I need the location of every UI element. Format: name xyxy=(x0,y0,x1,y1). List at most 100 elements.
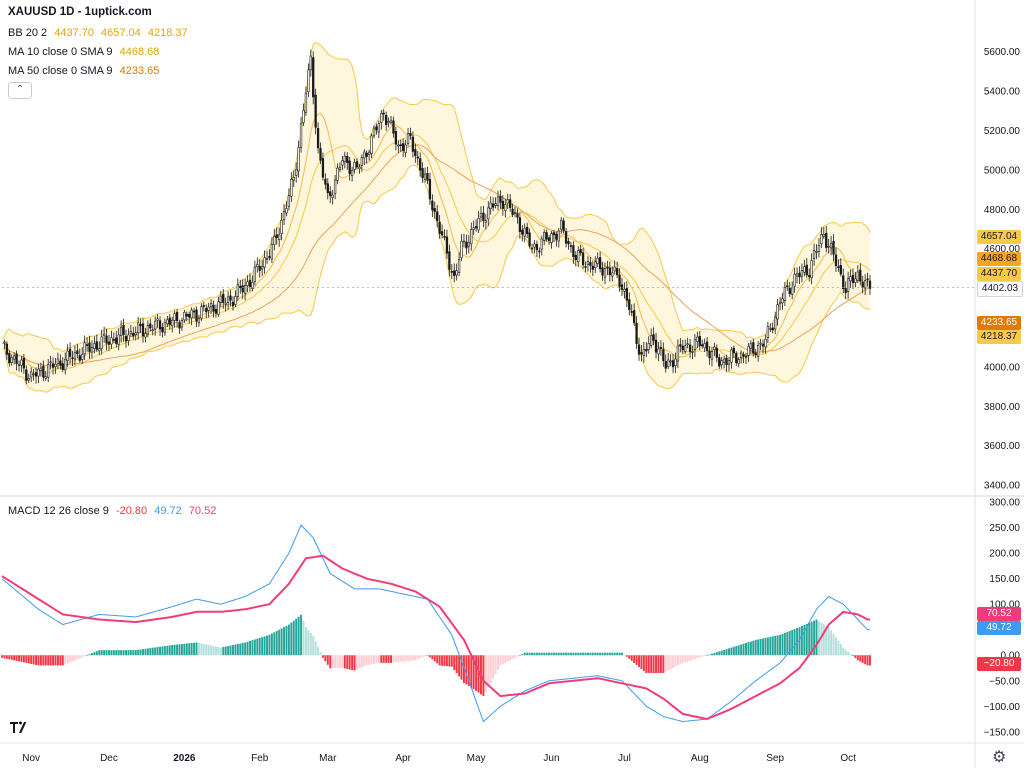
candle-up xyxy=(280,219,283,234)
macd-histogram-bar xyxy=(32,655,35,665)
price-tick-label: 4800.00 xyxy=(984,205,1021,216)
macd-histogram-bar xyxy=(669,655,672,670)
macd-histogram-bar xyxy=(611,652,614,656)
macd-histogram-bar xyxy=(210,645,213,656)
candle-up xyxy=(696,336,699,342)
macd-histogram-bar xyxy=(742,643,745,656)
macd-histogram-bar xyxy=(552,652,555,656)
macd-histogram-bar xyxy=(859,655,862,662)
macd-histogram-bar xyxy=(842,647,845,656)
candle-up xyxy=(513,212,517,214)
candle-down xyxy=(518,217,522,232)
macd-histogram-bar xyxy=(436,655,439,664)
macd-histogram-bar xyxy=(37,655,40,666)
candle-up xyxy=(290,178,293,197)
candle-up xyxy=(251,281,254,289)
candle-up xyxy=(611,272,614,277)
candle-down xyxy=(71,357,74,360)
candle-down xyxy=(78,355,81,361)
macd-histogram-bar xyxy=(681,655,684,663)
macd-histogram-bar xyxy=(261,637,264,656)
macd-histogram-bar xyxy=(47,655,50,666)
macd-histogram-bar xyxy=(341,655,344,668)
tradingview-logo[interactable] xyxy=(8,718,32,740)
candle-down xyxy=(158,320,162,330)
candle-up xyxy=(389,119,393,123)
macd-histogram-bar xyxy=(625,655,628,657)
candle-up xyxy=(455,270,458,276)
bb-legend: BB 20 2 4437.70 4657.04 4218.37 xyxy=(8,26,192,40)
candle-up xyxy=(110,337,113,345)
macd-histogram-bar xyxy=(550,652,553,656)
macd-histogram-bar xyxy=(416,655,419,660)
candle-down xyxy=(491,203,495,208)
macd-histogram-bar xyxy=(35,655,38,665)
candle-down xyxy=(859,269,862,282)
macd-histogram-bar xyxy=(460,655,463,680)
candle-up xyxy=(674,358,677,366)
macd-histogram-bar xyxy=(635,655,638,665)
candle-down xyxy=(149,323,152,329)
time-axis-label: Dec xyxy=(100,753,118,764)
candle-down xyxy=(85,344,89,346)
candle-up xyxy=(102,333,106,336)
macd-histogram-bar xyxy=(190,642,193,656)
candle-up xyxy=(557,230,560,242)
macd-histogram-bar xyxy=(168,645,171,656)
macd-histogram-bar xyxy=(154,647,157,656)
macd-histogram-bar xyxy=(854,655,857,659)
candle-up xyxy=(363,151,366,159)
macd-histogram-bar xyxy=(613,652,616,656)
macd-histogram-bar xyxy=(212,646,215,656)
candle-down xyxy=(509,199,512,208)
macd-histogram-bar xyxy=(368,655,371,665)
candle-down xyxy=(742,354,745,357)
macd-histogram-bar xyxy=(404,655,407,662)
macd-histogram-bar xyxy=(555,652,558,656)
macd-histogram-bar xyxy=(307,630,310,656)
candle-up xyxy=(343,155,346,163)
candle-down xyxy=(275,234,278,239)
candle-down xyxy=(5,343,9,355)
candle-down xyxy=(141,323,145,337)
macd-histogram-bar xyxy=(112,650,115,656)
collapse-legend-button[interactable]: ⌃ xyxy=(8,82,32,99)
candle-down xyxy=(842,275,845,290)
candle-up xyxy=(171,319,174,327)
candle-up xyxy=(166,319,169,325)
macd-histogram-bar xyxy=(292,620,295,656)
gear-icon[interactable]: ⚙ xyxy=(992,749,1007,766)
bb-label: BB 20 2 xyxy=(8,27,48,39)
candle-down xyxy=(725,357,728,366)
candle-down xyxy=(319,148,322,161)
candle-up xyxy=(397,144,400,147)
macd-histogram-bar xyxy=(701,655,704,657)
macd-histogram-bar xyxy=(178,644,181,656)
macd-histogram-bar xyxy=(732,646,735,656)
macd-histogram-bar xyxy=(594,652,597,656)
candle-up xyxy=(739,352,743,359)
macd-histogram-bar xyxy=(672,655,675,668)
time-axis-label: Jul xyxy=(618,753,631,764)
macd-histogram-bar xyxy=(470,655,473,688)
candle-down xyxy=(443,236,446,238)
candle-up xyxy=(265,258,269,260)
macd-histogram-bar xyxy=(693,655,696,660)
macd-histogram-bar xyxy=(390,655,392,663)
candle-up xyxy=(703,343,706,349)
candle-down xyxy=(465,241,468,249)
candle-up xyxy=(370,135,373,154)
candle-down xyxy=(453,270,456,276)
candle-up xyxy=(163,322,167,333)
macd-histogram-bar xyxy=(866,655,869,666)
price-tick-label: 4000.00 xyxy=(984,362,1021,373)
macd-histogram-bar xyxy=(820,622,823,656)
macd-histogram-bar xyxy=(832,633,835,656)
macd-histogram-bar xyxy=(450,655,453,667)
candle-down xyxy=(701,344,704,347)
macd-histogram-bar xyxy=(59,655,62,666)
candle-up xyxy=(151,329,154,332)
time-axis-label: Sep xyxy=(766,753,784,764)
macd-histogram-bar xyxy=(438,655,441,666)
